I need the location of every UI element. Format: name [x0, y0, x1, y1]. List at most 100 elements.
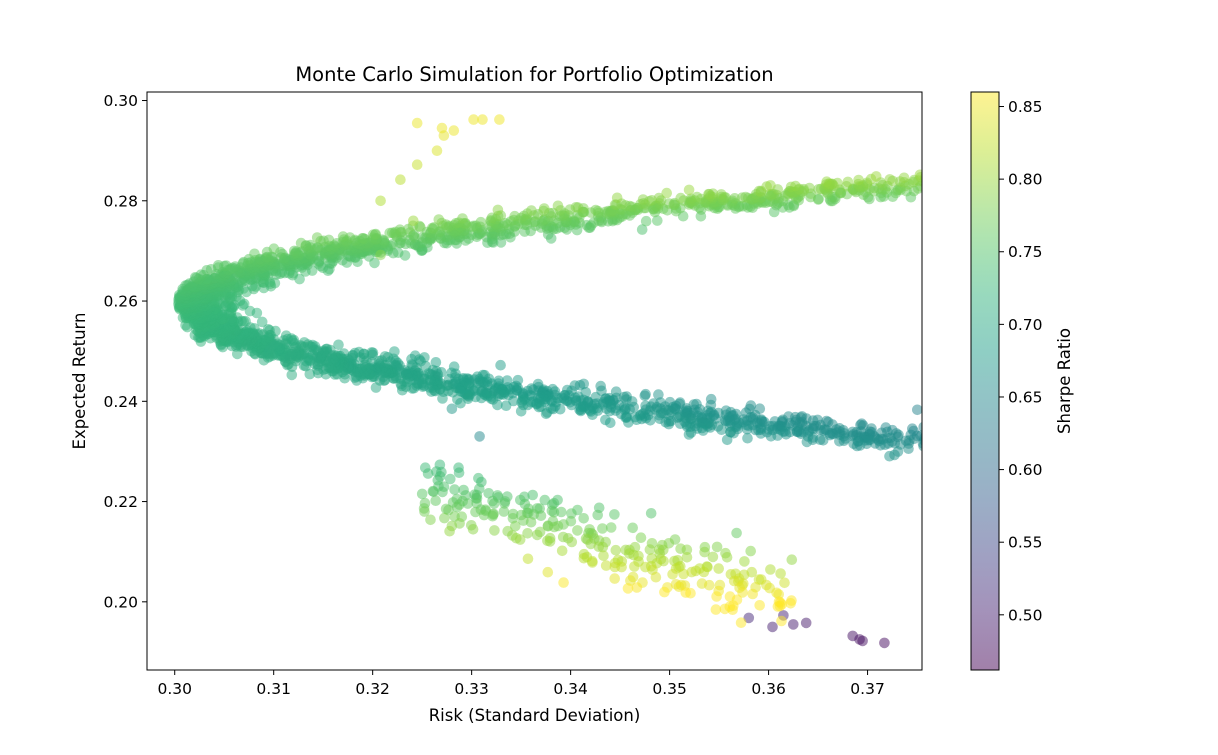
- scatter-point: [645, 508, 657, 519]
- colorbar-tick-label: 0.80: [1008, 171, 1043, 189]
- scatter-point: [587, 409, 598, 421]
- scatter-point: [1016, 426, 1027, 437]
- scatter-point: [1119, 151, 1130, 162]
- scatter-point: [299, 337, 310, 348]
- scatter-point: [713, 563, 724, 574]
- scatter-point: [645, 415, 656, 426]
- scatter-point: [298, 360, 310, 371]
- scatter-point: [1116, 458, 1127, 469]
- y-tick-label: 0.20: [103, 593, 138, 611]
- scatter-point: [924, 179, 935, 190]
- scatter-point: [945, 169, 956, 180]
- scatter-point: [699, 546, 710, 558]
- scatter-point: [1037, 450, 1048, 461]
- scatter-point: [1201, 162, 1212, 173]
- y-tick-label: 0.22: [103, 493, 138, 511]
- scatter-point: [1212, 143, 1218, 154]
- scatter-point: [1154, 160, 1165, 171]
- scatter-point: [929, 169, 940, 180]
- scatter-point: [1200, 481, 1211, 492]
- scatter-point: [1141, 455, 1152, 466]
- scatter-point: [1055, 449, 1066, 460]
- scatter-point: [1036, 156, 1047, 167]
- scatter-point: [1184, 154, 1195, 165]
- scatter-point: [999, 438, 1010, 449]
- scatter-point: [935, 438, 946, 449]
- scatter-point: [1151, 459, 1162, 470]
- scatter-point: [691, 191, 703, 203]
- scatter-point: [1108, 456, 1119, 467]
- scatter-point: [821, 176, 832, 187]
- scatter-point: [527, 489, 538, 501]
- scatter-point: [1002, 446, 1013, 457]
- scatter-point: [1177, 453, 1188, 464]
- scatter-point: [408, 215, 419, 227]
- scatter-point: [1192, 459, 1203, 470]
- scatter-point: [249, 248, 260, 260]
- scatter-point: [1060, 446, 1071, 457]
- scatter-point: [406, 353, 417, 365]
- scatter-point: [1034, 442, 1045, 453]
- scatter-point: [1191, 151, 1202, 162]
- scatter-point: [533, 401, 545, 413]
- chart-title: Monte Carlo Simulation for Portfolio Opt…: [295, 63, 773, 86]
- scatter-point: [1071, 451, 1082, 462]
- scatter-point: [735, 617, 747, 628]
- scatter-point: [704, 579, 715, 591]
- scatter-point: [958, 443, 969, 454]
- scatter-point: [1211, 153, 1218, 164]
- scatter-point: [631, 582, 643, 593]
- scatter-point: [1050, 457, 1061, 468]
- scatter-point: [779, 577, 790, 589]
- scatter-point: [1182, 452, 1193, 463]
- scatter-point: [943, 448, 954, 459]
- scatter-point: [494, 114, 505, 125]
- scatter-point: [433, 214, 445, 225]
- scatter-point: [1108, 160, 1119, 171]
- scatter-point: [1161, 154, 1172, 165]
- scatter-point: [1089, 166, 1100, 177]
- scatter-point: [924, 175, 935, 186]
- scatter-point: [939, 169, 950, 180]
- scatter-point: [739, 556, 750, 567]
- scatter-point: [1111, 452, 1122, 463]
- scatter-point: [1140, 459, 1151, 470]
- scatter-point: [785, 598, 796, 609]
- scatter-point: [727, 604, 738, 615]
- scatter-point: [1180, 153, 1191, 164]
- scatter-point: [1058, 454, 1069, 465]
- scatter-point: [268, 243, 280, 254]
- scatter-point: [1160, 165, 1171, 176]
- scatter-point: [663, 418, 675, 430]
- scatter-points: [173, 114, 1218, 649]
- colorbar-tick-label: 0.70: [1008, 316, 1043, 334]
- scatter-point: [1147, 456, 1158, 467]
- scatter-point: [1092, 452, 1103, 463]
- scatter-point: [1060, 154, 1071, 165]
- scatter-point: [556, 545, 568, 557]
- scatter-point: [478, 509, 490, 521]
- scatter-point: [1188, 158, 1199, 169]
- scatter-point: [814, 434, 826, 446]
- scatter-point: [437, 393, 448, 404]
- scatter-point: [1160, 446, 1171, 457]
- scatter-point: [853, 174, 864, 186]
- scatter-point: [928, 434, 939, 445]
- scatter-point: [1085, 444, 1096, 455]
- y-tick-label: 0.26: [103, 293, 138, 311]
- scatter-point: [1147, 458, 1158, 469]
- scatter-point: [578, 513, 589, 524]
- scatter-point: [1009, 437, 1020, 448]
- scatter-point: [1133, 463, 1144, 474]
- scatter-point: [1210, 464, 1218, 475]
- scatter-point: [1174, 155, 1185, 166]
- scatter-point: [870, 171, 882, 182]
- scatter-point: [587, 557, 598, 568]
- scatter-point: [566, 399, 577, 411]
- scatter-point: [1082, 169, 1093, 180]
- scatter-point: [955, 440, 966, 451]
- scatter-point: [952, 446, 963, 457]
- scatter-point: [1188, 456, 1199, 467]
- scatter-point: [1193, 451, 1204, 462]
- scatter-point: [947, 168, 958, 179]
